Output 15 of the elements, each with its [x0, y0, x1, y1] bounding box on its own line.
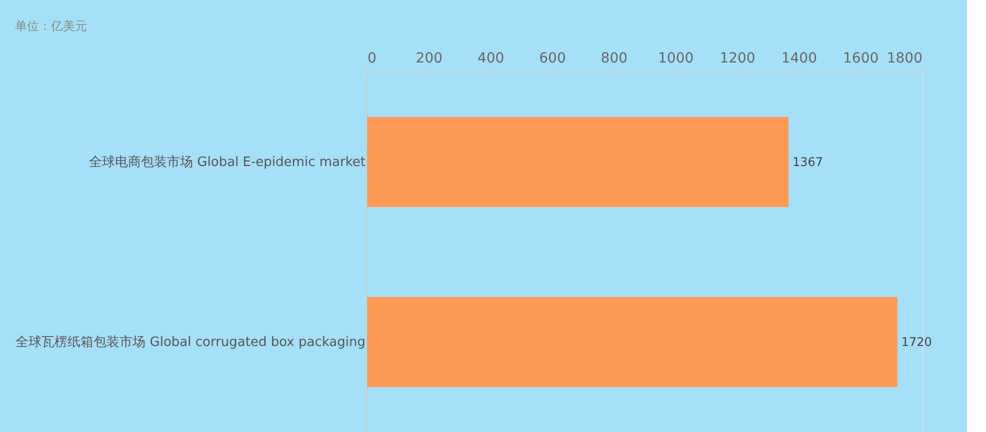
x-tick-label: 1000	[658, 50, 694, 66]
data-label: 1720	[901, 335, 932, 349]
data-label: 1367	[792, 155, 824, 169]
x-tick-label: 600	[539, 50, 566, 66]
x-tick-label: 200	[416, 50, 443, 66]
x-tick-label: 1200	[720, 50, 756, 66]
text: 单位：亿美元	[15, 19, 88, 33]
y-tick-label: 全球瓦楞纸箱包装市场 Global corrugated box packaging	[16, 335, 366, 350]
x-tick-label: 0	[368, 50, 376, 66]
x-tick-label: 1400	[781, 50, 817, 66]
x-tick-label: 400	[477, 50, 504, 66]
x-tick-label: 800	[600, 50, 628, 66]
y-tick-label: 全球电商包装市场 Global E-epidemic market	[89, 155, 366, 170]
x-tick-label: 1600	[843, 50, 879, 66]
x-tick-label: 1800	[886, 50, 922, 66]
